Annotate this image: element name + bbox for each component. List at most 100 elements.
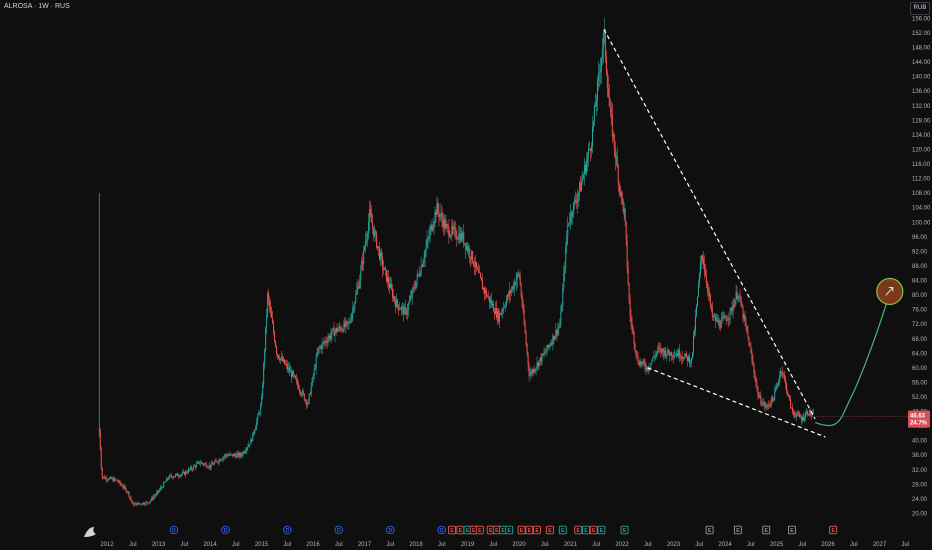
candle-body	[524, 323, 526, 334]
candle-body	[161, 487, 163, 488]
dividend-marker[interactable]	[437, 525, 447, 535]
candle-body	[175, 474, 177, 477]
earnings-marker[interactable]	[620, 525, 629, 535]
candle-body	[134, 503, 136, 506]
earnings-marker[interactable]	[762, 525, 771, 535]
dividend-marker[interactable]	[386, 525, 395, 535]
dividend-marker[interactable]	[221, 525, 230, 535]
price-tick-label: 68.00	[912, 337, 928, 343]
candle-body	[205, 463, 207, 467]
candle-body	[252, 432, 254, 442]
dividend-marker[interactable]	[334, 525, 344, 535]
candle-body	[229, 453, 231, 456]
candle-body	[484, 288, 486, 294]
candle-body	[156, 492, 158, 495]
event-marker-label: E	[561, 528, 565, 534]
earnings-marker[interactable]	[582, 525, 590, 535]
candle-body	[215, 460, 217, 462]
earnings-marker[interactable]	[597, 525, 606, 535]
candle-body	[249, 444, 251, 446]
candle-body	[174, 476, 176, 477]
candle-body	[564, 268, 566, 274]
candle-body	[776, 385, 778, 389]
earnings-marker[interactable]	[574, 525, 583, 535]
earnings-marker[interactable]	[475, 525, 484, 535]
candle-body	[596, 80, 598, 101]
candle-body	[110, 477, 112, 480]
candle-body	[124, 486, 126, 489]
lower-support-trendline[interactable]	[647, 367, 826, 438]
candle-body	[223, 456, 225, 458]
upper-resistance-trendline[interactable]	[603, 29, 816, 420]
currency-button[interactable]: RUB	[910, 2, 930, 15]
candle-body	[487, 296, 489, 298]
candle-body	[670, 352, 672, 356]
candle-body	[418, 274, 420, 276]
candle-body	[193, 465, 195, 467]
candle-body	[800, 417, 802, 421]
earnings-marker[interactable]	[589, 525, 598, 535]
candle-body	[728, 317, 730, 320]
candle-body	[275, 341, 277, 347]
dividend-marker[interactable]	[283, 525, 292, 535]
earnings-marker[interactable]	[733, 525, 742, 535]
candle-body	[106, 479, 108, 481]
candle-body	[300, 393, 302, 395]
symbol-title[interactable]: ALROSA · 1W · RUS	[4, 3, 70, 10]
candle-body	[279, 358, 281, 361]
candle-body	[547, 345, 549, 348]
candle-body	[796, 414, 798, 417]
time-tick-label: Jul	[283, 542, 291, 548]
candle-body	[623, 208, 625, 212]
candle-body	[454, 227, 456, 229]
earnings-marker[interactable]	[829, 525, 838, 535]
candle-body	[590, 146, 592, 152]
price-change-label: 24.7%	[910, 421, 928, 427]
candle-body	[181, 472, 183, 475]
earnings-marker[interactable]	[545, 525, 554, 535]
candle-body	[704, 271, 706, 276]
candle-body	[774, 390, 776, 401]
candle-body	[592, 120, 594, 127]
event-marker-label: D	[440, 528, 444, 534]
candle-body	[654, 356, 656, 358]
earnings-marker[interactable]	[558, 525, 567, 535]
candle-body	[356, 289, 358, 295]
candle-body	[436, 202, 438, 215]
candle-body	[286, 364, 288, 370]
candle-body	[657, 347, 659, 352]
candle-body	[500, 311, 502, 315]
candle-body	[522, 305, 524, 310]
tradingview-logo-icon[interactable]	[84, 527, 96, 537]
earnings-marker[interactable]	[505, 525, 514, 535]
earnings-marker[interactable]	[448, 525, 456, 535]
candle-body	[642, 360, 644, 363]
dividend-marker[interactable]	[169, 525, 179, 535]
candle-body	[176, 473, 178, 475]
candle-body	[791, 407, 793, 409]
candle-body	[676, 353, 678, 356]
earnings-marker[interactable]	[705, 525, 714, 535]
earnings-marker[interactable]	[525, 525, 534, 535]
candle-body	[645, 367, 647, 370]
candle-body	[618, 183, 620, 187]
earnings-marker[interactable]	[788, 525, 796, 535]
candle-body	[442, 219, 444, 228]
candle-body	[185, 471, 187, 473]
candle-body	[611, 114, 613, 137]
candle-body	[343, 322, 345, 332]
candle-body	[619, 186, 621, 196]
candle-body	[573, 202, 575, 215]
earnings-marker[interactable]	[517, 525, 526, 535]
candle-body	[808, 410, 810, 416]
candle-body	[507, 294, 509, 297]
earnings-marker[interactable]	[533, 525, 541, 535]
candle-body	[338, 326, 340, 330]
candle-body	[189, 467, 191, 470]
candle-body	[321, 343, 323, 350]
candle-body	[236, 454, 238, 458]
candle-body	[479, 272, 481, 274]
projection-curve[interactable]	[814, 291, 891, 427]
candle-body	[432, 226, 434, 231]
